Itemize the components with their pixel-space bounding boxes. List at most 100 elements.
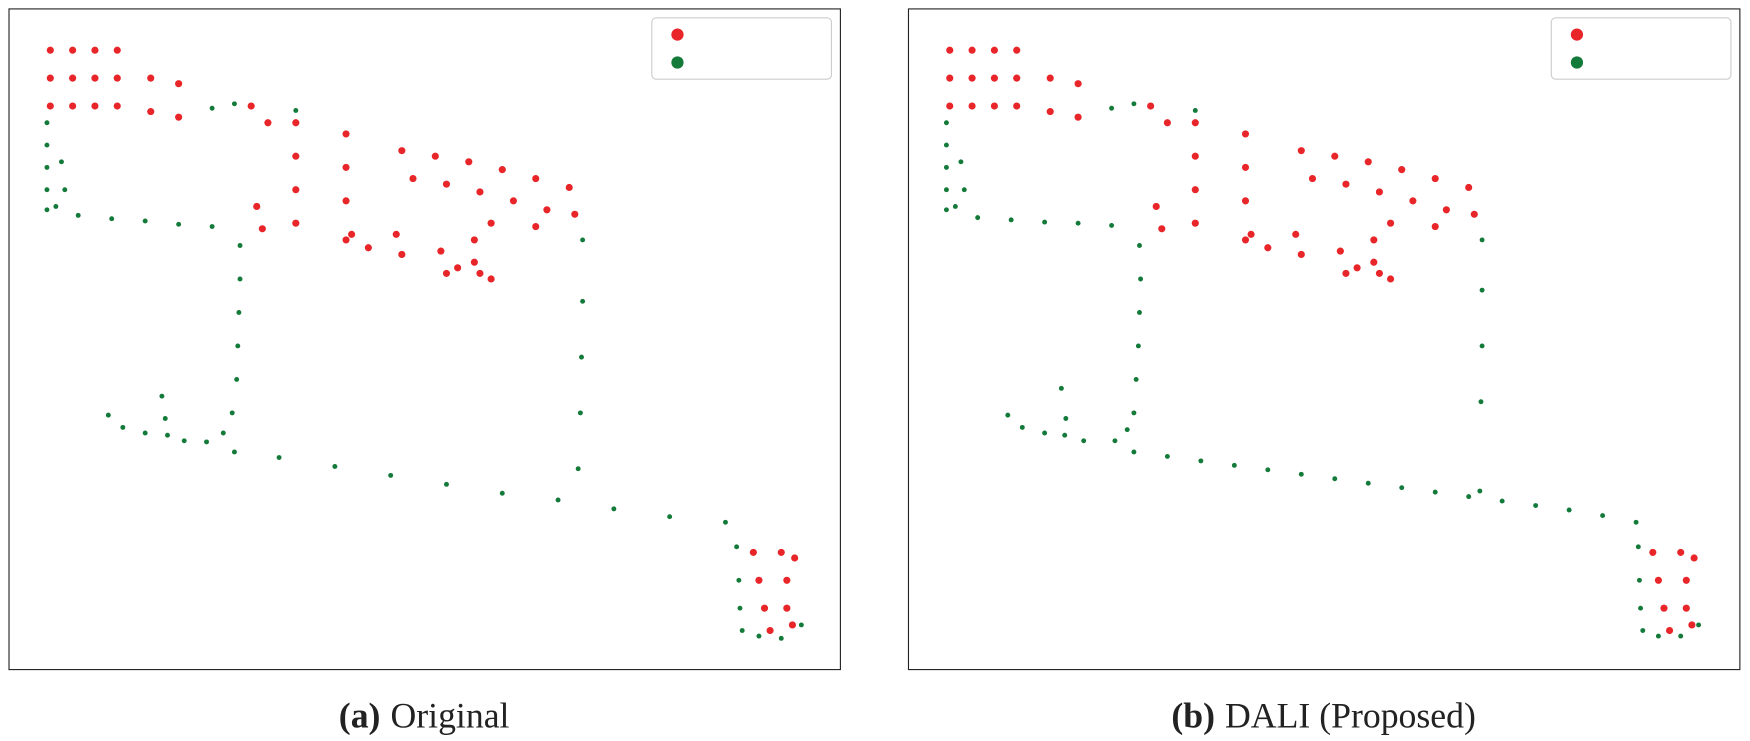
scatter-point — [292, 152, 300, 160]
scatter-point — [1131, 101, 1137, 107]
scatter-point — [1013, 74, 1021, 82]
scatter-point — [62, 187, 68, 193]
scatter-point — [113, 46, 121, 54]
scatter-point — [1640, 628, 1646, 633]
scatter-point — [181, 438, 187, 444]
scatter-point — [59, 159, 64, 165]
scatter-point — [723, 519, 728, 525]
scatter-point — [109, 216, 115, 222]
scatter-point — [1660, 604, 1668, 612]
scatter-point — [1688, 621, 1696, 629]
scatter-point — [1677, 548, 1685, 556]
scatter-point — [247, 102, 255, 110]
scatter-point — [543, 206, 551, 214]
scatter-point — [75, 212, 81, 218]
scatter-point — [555, 497, 561, 503]
scatter-point — [943, 164, 949, 170]
scatter-point — [409, 174, 417, 183]
scatter-point — [760, 604, 769, 612]
scatter-point — [499, 490, 505, 496]
scatter-point — [1062, 432, 1068, 438]
scatter-point — [783, 604, 791, 612]
scatter-point — [113, 74, 121, 82]
scatter-point — [1298, 471, 1304, 477]
scatter-point — [253, 202, 261, 211]
scatter-point — [276, 455, 282, 461]
scatter-point — [755, 576, 763, 584]
scatter-point — [961, 187, 967, 193]
scatter-point — [943, 120, 949, 126]
scatter-point — [91, 74, 99, 82]
scatter-point — [1081, 438, 1087, 444]
scatter-point — [798, 622, 804, 628]
scatter-point — [943, 207, 949, 213]
scatter-point — [1364, 158, 1372, 166]
scatter-point — [990, 102, 998, 110]
scatter-point — [348, 230, 356, 238]
scatter-point — [1649, 548, 1657, 556]
scatter-point — [580, 298, 586, 304]
caption: (b) DALI (Proposed) — [1171, 696, 1476, 736]
scatter-point — [175, 113, 183, 121]
scatter-point — [580, 237, 586, 243]
scatter-point — [1163, 119, 1171, 127]
caption-title: DALI (Proposed) — [1225, 696, 1476, 736]
scatter-point — [1131, 410, 1137, 416]
scatter-point — [1690, 554, 1698, 562]
scatter-point — [1131, 449, 1137, 455]
legend-marker — [671, 56, 684, 69]
scatter-point — [968, 46, 976, 54]
scatter-point — [1297, 147, 1305, 155]
scatter-point — [1135, 343, 1141, 349]
scatter-point — [749, 548, 757, 556]
scatter-point — [470, 236, 478, 244]
scatter-point — [1533, 503, 1539, 508]
scatter-point — [1375, 269, 1383, 277]
scatter-point — [1112, 438, 1118, 444]
scatter-point — [1466, 494, 1472, 500]
scatter-point — [342, 197, 350, 205]
scatter-point — [1678, 633, 1684, 639]
scatter-point — [1600, 513, 1606, 519]
scatter-point — [1431, 174, 1439, 183]
scatter-point — [231, 449, 237, 455]
scatter-point — [292, 186, 300, 194]
scatter-point — [147, 108, 155, 116]
scatter-point — [1241, 163, 1250, 171]
scatter-point — [1342, 269, 1350, 277]
scatter-point — [1109, 222, 1115, 228]
scatter-point — [958, 159, 964, 165]
scatter-point — [292, 219, 300, 227]
scatter-point — [1158, 225, 1166, 233]
scatter-point — [1042, 219, 1048, 225]
scatter-point — [388, 472, 394, 478]
scatter-point — [739, 628, 745, 633]
scatter-point — [53, 203, 59, 209]
scatter-point — [292, 119, 300, 127]
scatter-point — [165, 432, 170, 438]
scatter-point — [237, 276, 243, 282]
scatter-point — [968, 74, 976, 82]
scatter-point — [783, 576, 791, 584]
scatter-point — [237, 243, 243, 248]
scatter-point — [579, 354, 584, 360]
scatter-point — [442, 269, 451, 277]
scatter-point — [398, 250, 406, 259]
scatter-point — [44, 142, 50, 148]
scatter-point — [1265, 467, 1271, 473]
legend-marker — [1570, 28, 1584, 41]
scatter-point — [1074, 80, 1082, 88]
scatter-point — [1682, 604, 1690, 612]
scatter-point — [234, 376, 240, 382]
scatter-point — [943, 142, 949, 148]
scatter-point — [1138, 276, 1144, 282]
scatter-point — [1635, 544, 1641, 550]
caption-label: (a) — [339, 696, 381, 736]
scatter-point — [69, 74, 77, 82]
scatter-point — [1297, 250, 1305, 259]
scatter-point — [231, 101, 237, 107]
scatter-point — [1375, 188, 1383, 196]
scatter-point — [1478, 399, 1484, 405]
scatter-point — [1566, 507, 1572, 513]
